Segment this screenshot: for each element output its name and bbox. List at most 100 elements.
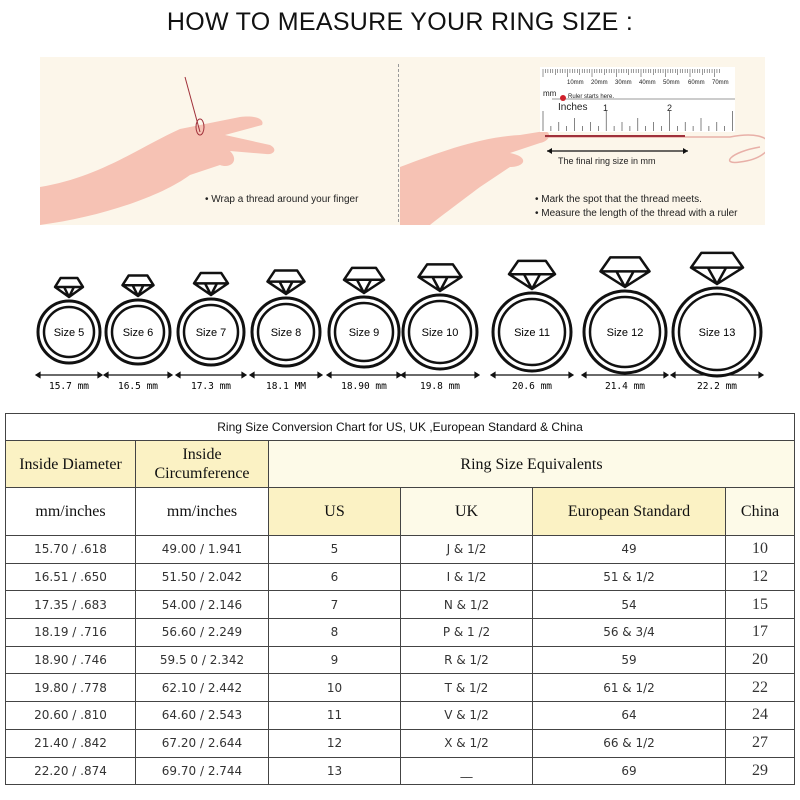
cell-circumference: 59.5 0 / 2.342 bbox=[135, 645, 269, 675]
table-row: 18.90 / .746 59.5 0 / 2.342 9 R & 1/2 59 20 bbox=[5, 645, 795, 675]
ring-size-label: Size 12 bbox=[607, 327, 644, 339]
width-arrow bbox=[34, 371, 104, 379]
cell-uk: X & 1/2 bbox=[400, 728, 533, 758]
ring-size-label: Size 9 bbox=[349, 327, 380, 339]
ring-measure-label: 15.7 mm bbox=[49, 381, 89, 392]
cell-circumference: 62.10 / 2.442 bbox=[135, 673, 269, 703]
cell-us: 7 bbox=[268, 590, 401, 620]
diamond-icon bbox=[121, 274, 155, 298]
ring-size-7: Size 7 17.3 mm bbox=[174, 271, 248, 392]
diamond-icon bbox=[53, 276, 85, 299]
width-arrow bbox=[248, 371, 324, 379]
ring-inner bbox=[407, 299, 473, 365]
ring-size-label: Size 13 bbox=[699, 327, 736, 339]
ruler-tick-label: 20mm bbox=[591, 80, 608, 86]
cell-european: 61 & 1/2 bbox=[532, 673, 726, 703]
hand-illustrations bbox=[40, 67, 765, 225]
cell-european: 64 bbox=[532, 701, 726, 730]
ring-size-label: Size 11 bbox=[514, 327, 550, 339]
table-row: 20.60 / .810 64.60 / 2.543 11 V & 1/2 64 24 bbox=[5, 701, 795, 730]
ring-size-13: Size 13 22.2 mm bbox=[669, 251, 765, 392]
cell-diameter: 21.40 / .842 bbox=[5, 728, 136, 758]
cell-us: 13 bbox=[268, 756, 401, 786]
cell-us: 8 bbox=[268, 618, 401, 647]
instructions-panel: 10mm 20mm 30mm 40mm 50mm 60mm 70mm mm Ru… bbox=[40, 57, 765, 225]
cell-us: 12 bbox=[268, 728, 401, 758]
ruler-inches-label: Inches bbox=[558, 102, 588, 113]
cell-circumference: 64.60 / 2.543 bbox=[135, 701, 269, 730]
ruler-tick-label: 70mm bbox=[712, 80, 729, 86]
ring-size-label: Size 8 bbox=[271, 327, 302, 339]
ring-outer bbox=[671, 286, 763, 378]
ring-inner bbox=[110, 304, 166, 360]
header-ring-size-equivalents: Ring Size Equivalents bbox=[268, 440, 795, 488]
ring-measure-label: 19.8 mm bbox=[420, 381, 460, 392]
cell-diameter: 15.70 / .618 bbox=[5, 535, 136, 564]
width-arrow bbox=[669, 371, 765, 379]
cell-circumference: 56.60 / 2.249 bbox=[135, 618, 269, 647]
ring-inner bbox=[677, 292, 757, 372]
ring-measure-label: 16.5 mm bbox=[118, 381, 158, 392]
ruler-tick-label: 30mm bbox=[615, 80, 632, 86]
cell-diameter: 22.20 / .874 bbox=[5, 756, 136, 786]
cell-china: 27 bbox=[725, 728, 795, 758]
cell-us: 11 bbox=[268, 701, 401, 730]
ring-measure-label: 22.2 mm bbox=[697, 381, 737, 392]
step-mark-spot: • Mark the spot that the thread meets. bbox=[535, 194, 702, 205]
ring-inner bbox=[588, 295, 662, 369]
ruler-start-marker bbox=[560, 95, 566, 101]
ring-size-label: Size 6 bbox=[123, 327, 154, 339]
page-title: HOW TO MEASURE YOUR RING SIZE : bbox=[166, 8, 634, 36]
ring-measure-label: 18.1 MM bbox=[266, 381, 306, 392]
diamond-icon bbox=[266, 269, 306, 296]
step-wrap-thread: • Wrap a thread around your finger bbox=[205, 194, 359, 205]
cell-circumference: 49.00 / 1.941 bbox=[135, 535, 269, 564]
cell-uk: V & 1/2 bbox=[400, 701, 533, 730]
ring-outer bbox=[327, 295, 401, 369]
cell-us: 9 bbox=[268, 645, 401, 675]
diamond-icon bbox=[417, 263, 463, 293]
ring-size-11: Size 11 20.6 mm bbox=[489, 259, 575, 392]
cell-diameter: 20.60 / .810 bbox=[5, 701, 136, 730]
ruler-tick-label: 10mm bbox=[567, 80, 584, 86]
ring-inner bbox=[182, 303, 240, 361]
cell-diameter: 18.19 / .716 bbox=[5, 618, 136, 647]
final-size-label: The final ring size in mm bbox=[558, 156, 656, 166]
step-measure-thread: • Measure the length of the thread with … bbox=[535, 208, 738, 219]
ring-measure-label: 18.90 mm bbox=[341, 381, 387, 392]
right-hand bbox=[400, 131, 550, 225]
width-arrow bbox=[102, 371, 174, 379]
left-hand bbox=[40, 116, 275, 225]
cell-china: 10 bbox=[725, 535, 795, 564]
ring-size-label: Size 10 bbox=[422, 327, 459, 339]
table-row: 16.51 / .650 51.50 / 2.042 6 I & 1/2 51 & 1/… bbox=[5, 562, 795, 592]
cell-china: 17 bbox=[725, 618, 795, 647]
cell-diameter: 16.51 / .650 bbox=[5, 562, 136, 592]
subheader-circumference-unit: mm/inches bbox=[135, 487, 269, 536]
ring-size-5: Size 5 15.7 mm bbox=[34, 276, 104, 392]
ruler-tick-label: 40mm bbox=[639, 80, 656, 86]
cell-european: 49 bbox=[532, 535, 726, 564]
cell-diameter: 18.90 / .746 bbox=[5, 645, 136, 675]
subheader-us: US bbox=[268, 487, 401, 536]
ring-size-10: Size 10 19.8 mm bbox=[399, 263, 481, 392]
cell-uk: P & 1 /2 bbox=[400, 618, 533, 647]
cell-china: 12 bbox=[725, 562, 795, 592]
width-arrow bbox=[399, 371, 481, 379]
width-arrow bbox=[325, 371, 403, 379]
ring-outer bbox=[104, 298, 172, 366]
cell-european: 66 & 1/2 bbox=[532, 728, 726, 758]
diamond-icon bbox=[599, 256, 651, 289]
cell-uk: __ bbox=[400, 756, 533, 786]
cell-european: 59 bbox=[532, 645, 726, 675]
cell-uk: N & 1/2 bbox=[400, 590, 533, 620]
diamond-icon bbox=[192, 271, 230, 297]
cell-china: 22 bbox=[725, 673, 795, 703]
ring-inner bbox=[42, 305, 96, 359]
ring-size-table: Ring Size Conversion Chart for US, UK ,E… bbox=[5, 413, 795, 786]
subheader-diameter-unit: mm/inches bbox=[5, 487, 136, 536]
cell-european: 54 bbox=[532, 590, 726, 620]
cell-circumference: 51.50 / 2.042 bbox=[135, 562, 269, 592]
ring-measure-label: 17.3 mm bbox=[191, 381, 231, 392]
ring-outer bbox=[36, 299, 102, 365]
